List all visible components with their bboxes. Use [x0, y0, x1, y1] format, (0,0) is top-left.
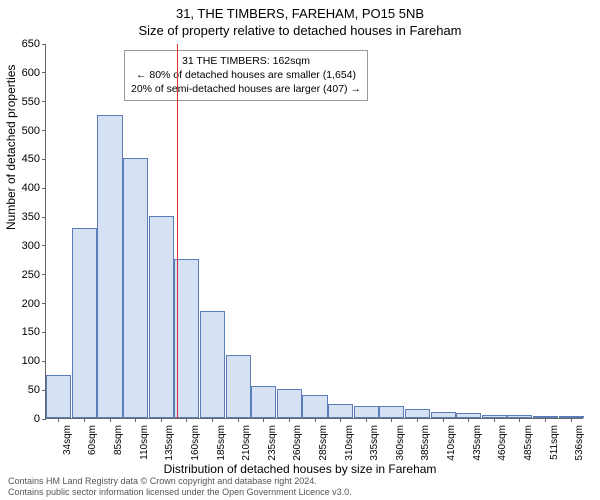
x-tick-label: 310sqm: [344, 425, 355, 461]
x-tick-label: 185sqm: [216, 425, 227, 461]
x-tick: [417, 418, 418, 422]
histogram-bar: [251, 386, 276, 418]
y-tick: [42, 274, 46, 275]
plot-region: 31 THE TIMBERS: 162sqm ← 80% of detached…: [45, 44, 583, 419]
x-tick-label: 536sqm: [574, 425, 585, 461]
x-tick: [110, 418, 111, 422]
x-tick-label: 335sqm: [369, 425, 380, 461]
x-tick-label: 60sqm: [87, 425, 98, 455]
x-tick-label: 460sqm: [497, 425, 508, 461]
x-tick-label: 511sqm: [549, 425, 560, 460]
x-tick-label: 110sqm: [139, 425, 150, 460]
y-tick-label: 0: [34, 413, 40, 425]
x-tick-label: 135sqm: [164, 425, 175, 461]
y-tick-label: 100: [22, 355, 40, 367]
x-tick: [315, 418, 316, 422]
x-tick: [289, 418, 290, 422]
x-tick: [443, 418, 444, 422]
y-tick: [42, 361, 46, 362]
info-line-3: 20% of semi-detached houses are larger (…: [131, 82, 361, 96]
histogram-bar: [46, 375, 71, 418]
x-tick: [468, 418, 469, 422]
histogram-bar: [354, 406, 379, 418]
y-tick: [42, 44, 46, 45]
x-tick-label: 235sqm: [267, 425, 278, 461]
y-tick: [42, 72, 46, 73]
x-tick-label: 160sqm: [190, 425, 201, 461]
x-tick: [238, 418, 239, 422]
chart-area: 31 THE TIMBERS: 162sqm ← 80% of detached…: [45, 44, 583, 419]
y-tick-label: 350: [22, 211, 40, 223]
x-tick-label: 210sqm: [241, 425, 252, 461]
histogram-bar: [379, 406, 404, 418]
histogram-bar: [328, 404, 353, 418]
x-axis-label: Distribution of detached houses by size …: [0, 462, 600, 476]
histogram-bar: [72, 228, 97, 418]
y-axis-label: Number of detached properties: [4, 65, 18, 230]
x-tick: [366, 418, 367, 422]
property-marker-line: [177, 44, 178, 418]
histogram-bar: [226, 355, 251, 418]
x-tick-label: 85sqm: [113, 425, 124, 455]
y-tick-label: 300: [22, 240, 40, 252]
x-tick: [212, 418, 213, 422]
y-tick-label: 500: [22, 125, 40, 137]
histogram-bar: [97, 115, 122, 418]
y-tick-label: 550: [22, 96, 40, 108]
y-tick: [42, 101, 46, 102]
y-tick: [42, 332, 46, 333]
x-tick: [135, 418, 136, 422]
x-tick: [340, 418, 341, 422]
histogram-bar: [149, 216, 174, 418]
chart-title-sub: Size of property relative to detached ho…: [0, 21, 600, 38]
x-tick: [186, 418, 187, 422]
footer-line-1: Contains HM Land Registry data © Crown c…: [8, 476, 352, 487]
y-tick: [42, 303, 46, 304]
y-tick: [42, 217, 46, 218]
histogram-bar: [405, 409, 430, 418]
info-line-1: 31 THE TIMBERS: 162sqm: [131, 54, 361, 68]
x-tick: [161, 418, 162, 422]
y-tick: [42, 188, 46, 189]
x-tick: [571, 418, 572, 422]
x-tick-label: 285sqm: [318, 425, 329, 461]
x-tick: [263, 418, 264, 422]
y-tick-label: 250: [22, 269, 40, 281]
histogram-bar: [277, 389, 302, 418]
x-tick: [58, 418, 59, 422]
histogram-bar: [174, 259, 199, 418]
x-tick: [519, 418, 520, 422]
x-tick-label: 34sqm: [62, 425, 73, 455]
x-tick-label: 410sqm: [446, 425, 457, 461]
info-line-2: ← 80% of detached houses are smaller (1,…: [131, 68, 361, 82]
y-tick: [42, 419, 46, 420]
y-tick-label: 200: [22, 298, 40, 310]
y-tick: [42, 159, 46, 160]
y-tick: [42, 245, 46, 246]
x-tick-label: 485sqm: [523, 425, 534, 461]
x-tick-label: 360sqm: [395, 425, 406, 461]
footer-line-2: Contains public sector information licen…: [8, 487, 352, 498]
x-tick-label: 435sqm: [472, 425, 483, 461]
x-tick: [84, 418, 85, 422]
histogram-bar: [200, 311, 225, 418]
histogram-bar: [123, 158, 148, 418]
chart-title-main: 31, THE TIMBERS, FAREHAM, PO15 5NB: [0, 0, 600, 21]
y-tick-label: 400: [22, 182, 40, 194]
y-tick-label: 50: [28, 384, 40, 396]
histogram-bar: [302, 395, 327, 418]
y-tick-label: 650: [22, 38, 40, 50]
x-tick: [494, 418, 495, 422]
y-tick: [42, 130, 46, 131]
info-box: 31 THE TIMBERS: 162sqm ← 80% of detached…: [124, 50, 368, 101]
x-tick-label: 385sqm: [420, 425, 431, 461]
y-tick-label: 150: [22, 326, 40, 338]
x-tick: [545, 418, 546, 422]
y-tick-label: 600: [22, 67, 40, 79]
footer-attribution: Contains HM Land Registry data © Crown c…: [8, 476, 352, 498]
x-tick-label: 260sqm: [292, 425, 303, 461]
x-tick: [391, 418, 392, 422]
y-tick-label: 450: [22, 153, 40, 165]
